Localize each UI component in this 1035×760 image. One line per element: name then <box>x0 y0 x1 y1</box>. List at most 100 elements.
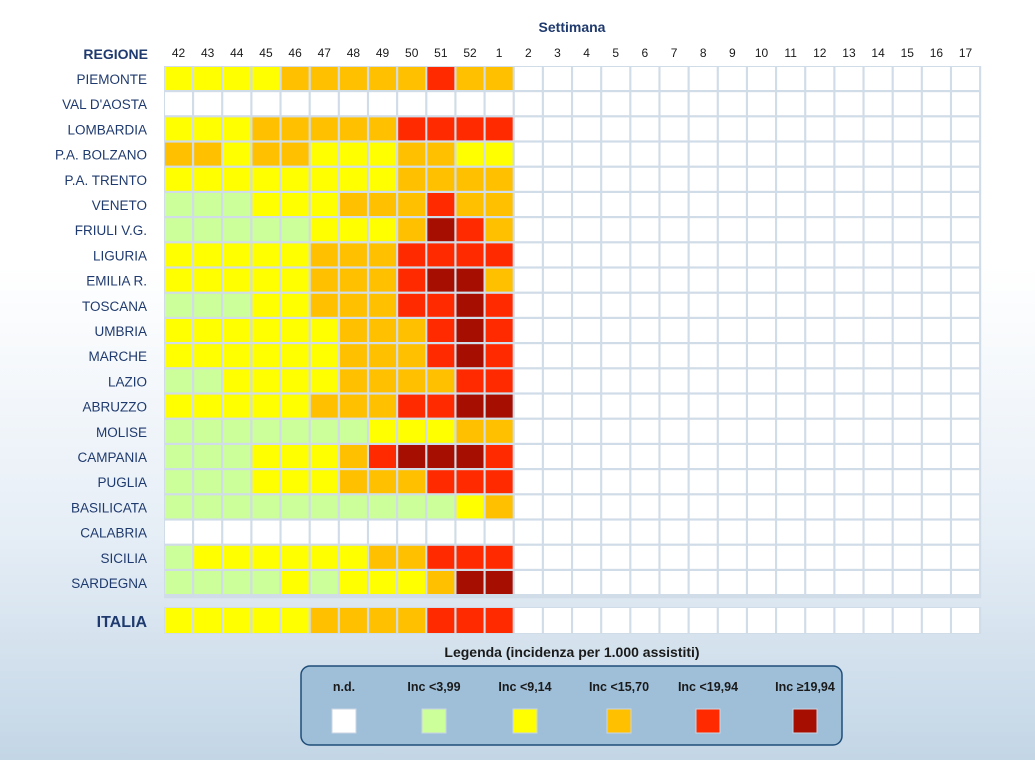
heat-cell <box>923 571 950 594</box>
heat-cell <box>777 495 804 518</box>
heat-cell <box>923 168 950 191</box>
heat-cell <box>835 571 862 594</box>
heat-cell <box>515 243 542 266</box>
heat-cell <box>340 319 367 342</box>
heat-cell <box>602 470 629 493</box>
heat-cell <box>194 168 221 191</box>
heat-cell <box>631 193 658 216</box>
heat-cell <box>952 269 979 292</box>
heat-cell <box>544 193 571 216</box>
total-cell <box>398 608 425 633</box>
heat-cell <box>748 243 775 266</box>
total-cell <box>544 608 571 633</box>
heat-cell <box>806 168 833 191</box>
heat-cell <box>748 571 775 594</box>
heat-cell <box>194 67 221 90</box>
region-label: MARCHE <box>88 349 147 364</box>
heat-cell <box>806 143 833 166</box>
heat-cell <box>923 420 950 443</box>
total-cell <box>835 608 862 633</box>
heat-cell <box>398 395 425 418</box>
heat-cell <box>457 67 484 90</box>
heat-cell <box>835 193 862 216</box>
heat-cell <box>486 168 513 191</box>
heat-cell <box>631 269 658 292</box>
heat-cell <box>777 319 804 342</box>
week-label: 11 <box>784 46 797 60</box>
heat-cell <box>398 193 425 216</box>
heat-cell <box>777 143 804 166</box>
heat-cell <box>661 243 688 266</box>
week-label: 43 <box>201 46 215 60</box>
heat-cell <box>311 369 338 392</box>
total-cell <box>806 608 833 633</box>
heat-cell <box>427 294 454 317</box>
heat-cell <box>486 143 513 166</box>
heat-cell <box>194 546 221 569</box>
heat-cell <box>806 269 833 292</box>
heat-cell <box>719 319 746 342</box>
total-cell <box>923 608 950 633</box>
heat-cell <box>427 92 454 115</box>
heat-cell <box>223 193 250 216</box>
heat-cell <box>457 143 484 166</box>
heat-cell <box>894 168 921 191</box>
heat-cell <box>165 470 192 493</box>
heat-cell <box>573 193 600 216</box>
heat-cell <box>427 143 454 166</box>
heat-cell <box>690 395 717 418</box>
heat-cell <box>661 369 688 392</box>
heat-cell <box>427 117 454 140</box>
heat-cell <box>952 92 979 115</box>
heat-cell <box>427 521 454 544</box>
heat-cell <box>661 218 688 241</box>
region-label: VAL D'AOSTA <box>62 97 147 112</box>
heat-cell <box>865 193 892 216</box>
total-cell <box>894 608 921 633</box>
heat-cell <box>719 420 746 443</box>
region-label: EMILIA R. <box>86 274 147 289</box>
legend-swatch <box>332 709 356 733</box>
week-label: 5 <box>612 46 619 60</box>
heat-cell <box>806 395 833 418</box>
heat-cell <box>544 319 571 342</box>
heat-cell <box>544 470 571 493</box>
heat-cell <box>515 319 542 342</box>
heat-cell <box>282 395 309 418</box>
heat-cell <box>311 319 338 342</box>
heat-cell <box>748 294 775 317</box>
heat-cell <box>223 218 250 241</box>
legend-box <box>301 666 842 745</box>
heat-cell <box>865 445 892 468</box>
heat-cell <box>457 243 484 266</box>
heat-cell <box>865 218 892 241</box>
week-label: 48 <box>347 46 361 60</box>
heat-cell <box>194 269 221 292</box>
heat-cell <box>835 395 862 418</box>
heat-cell <box>311 445 338 468</box>
heat-cell <box>573 395 600 418</box>
heat-cell <box>165 571 192 594</box>
heat-cell <box>340 420 367 443</box>
heat-cell <box>835 470 862 493</box>
heat-cell <box>486 193 513 216</box>
heat-cell <box>806 92 833 115</box>
heat-cell <box>690 495 717 518</box>
heat-cell <box>398 420 425 443</box>
heat-cell <box>894 193 921 216</box>
heat-cell <box>544 369 571 392</box>
heat-cell <box>165 117 192 140</box>
heat-cell <box>835 117 862 140</box>
heat-cell <box>952 420 979 443</box>
heat-cell <box>457 470 484 493</box>
heat-cell <box>690 269 717 292</box>
heat-cell <box>398 319 425 342</box>
heat-cell <box>544 344 571 367</box>
heat-cell <box>573 369 600 392</box>
heat-cell <box>835 143 862 166</box>
heat-cell <box>340 92 367 115</box>
heat-cell <box>311 168 338 191</box>
heat-cell <box>515 193 542 216</box>
total-cell <box>515 608 542 633</box>
heat-cell <box>194 243 221 266</box>
